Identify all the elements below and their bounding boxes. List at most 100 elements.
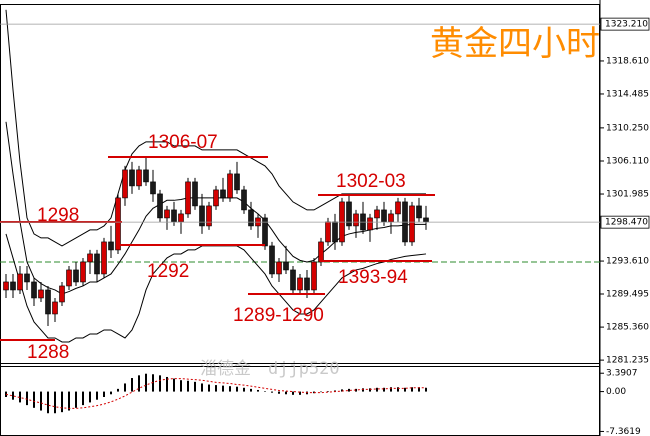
- annotation: 1289-1290: [233, 305, 324, 326]
- candle-body: [45, 289, 51, 315]
- histogram-bar: [404, 387, 406, 392]
- histogram-bar: [166, 376, 168, 392]
- histogram-bar: [362, 388, 364, 392]
- histogram-bar: [299, 391, 301, 395]
- annotation: 1393-94: [338, 267, 408, 288]
- candle-body: [318, 241, 324, 263]
- histogram-bar: [187, 380, 189, 392]
- candle-body: [157, 193, 163, 219]
- histogram-bar: [124, 383, 126, 392]
- histogram-bar: [348, 388, 350, 392]
- histogram-bar: [103, 391, 105, 397]
- candle-body: [10, 281, 16, 291]
- candle-body: [374, 209, 380, 219]
- histogram-bar: [250, 388, 252, 392]
- histogram-bar: [334, 390, 336, 392]
- price-tag: [600, 17, 650, 31]
- watermark: 淄德金 djjp520: [200, 359, 340, 379]
- y-tick-label: 1289.495: [606, 290, 649, 300]
- candle-body: [283, 261, 289, 271]
- candle-body: [381, 209, 387, 223]
- signal-line: [5, 378, 426, 409]
- annotation: 1288: [27, 342, 69, 363]
- candle-body: [304, 277, 310, 291]
- annotation: 1292: [147, 261, 189, 282]
- candle-body: [423, 217, 429, 223]
- price-tag-label: 1298.470: [605, 218, 648, 228]
- candle-body: [17, 273, 23, 291]
- histogram-bar: [292, 391, 294, 395]
- histogram-bar: [264, 391, 266, 392]
- candle-body: [199, 205, 205, 227]
- price-tag-label: 1323.210: [605, 20, 648, 30]
- histogram-bar: [173, 378, 175, 392]
- histogram-bar: [222, 385, 224, 392]
- histogram-bar: [19, 391, 21, 403]
- candle-body: [325, 221, 331, 243]
- histogram-bar: [383, 387, 385, 392]
- histogram-bar: [54, 391, 56, 414]
- histogram-bar: [138, 375, 140, 392]
- histogram-bar: [159, 375, 161, 392]
- candle-body: [178, 213, 184, 223]
- candle-body: [129, 169, 135, 187]
- candle-body: [150, 181, 156, 195]
- y-tick-label: 0.00: [606, 387, 626, 397]
- candle-body: [108, 241, 114, 251]
- annotation: 1306-07: [148, 132, 218, 153]
- candle-body: [227, 173, 233, 199]
- candle-body: [31, 281, 37, 299]
- histogram-bar: [194, 381, 196, 392]
- histogram-bar: [257, 389, 259, 392]
- histogram-bar: [411, 387, 413, 392]
- histogram-bar: [376, 387, 378, 392]
- histogram-bar: [327, 391, 329, 392]
- candle-body: [24, 273, 30, 283]
- candle-body: [241, 189, 247, 211]
- histogram-bar: [180, 380, 182, 392]
- histogram-bar: [418, 387, 420, 392]
- histogram-bar: [75, 391, 77, 408]
- price-tag: [600, 215, 650, 229]
- histogram-bar: [47, 391, 49, 414]
- histogram-bar: [82, 391, 84, 406]
- histogram-bar: [26, 391, 28, 406]
- y-tick-label: 1314.485: [606, 89, 649, 99]
- candle-body: [367, 217, 373, 231]
- candle-body: [38, 289, 44, 299]
- candle-body: [94, 253, 100, 275]
- histogram-bar: [12, 391, 14, 400]
- candle-body: [52, 301, 58, 315]
- candle-body: [269, 245, 275, 275]
- y-tick-label: -7.3619: [606, 427, 641, 436]
- candle-body: [220, 189, 226, 199]
- candle-body: [248, 209, 254, 227]
- candle-body: [276, 261, 282, 275]
- candle-body: [3, 281, 9, 291]
- histogram-bar: [425, 387, 427, 392]
- histogram-bar: [369, 388, 371, 392]
- y-tick-label: 1310.250: [606, 123, 649, 133]
- histogram-bar: [40, 391, 42, 411]
- candle-body: [143, 169, 149, 183]
- candle-body: [80, 261, 86, 283]
- candle-body: [234, 173, 240, 191]
- histogram-bar: [201, 383, 203, 392]
- histogram-bar: [341, 389, 343, 392]
- histogram-bar: [208, 384, 210, 392]
- annotation: 1302-03: [336, 171, 406, 192]
- band-upper: [5, 9, 426, 247]
- candle-body: [388, 213, 394, 223]
- candle-body: [122, 169, 128, 199]
- histogram-bar: [145, 373, 147, 392]
- candle-body: [395, 201, 401, 215]
- histogram-bar: [236, 386, 238, 392]
- histogram-bar: [355, 388, 357, 392]
- chart-title: 黄金四小时: [430, 24, 600, 64]
- candle-body: [332, 221, 338, 243]
- histogram-bar: [229, 386, 231, 392]
- histogram-bar: [271, 391, 273, 393]
- histogram-bar: [33, 391, 35, 408]
- y-tick-label: 1285.360: [606, 323, 649, 333]
- candle-body: [213, 189, 219, 207]
